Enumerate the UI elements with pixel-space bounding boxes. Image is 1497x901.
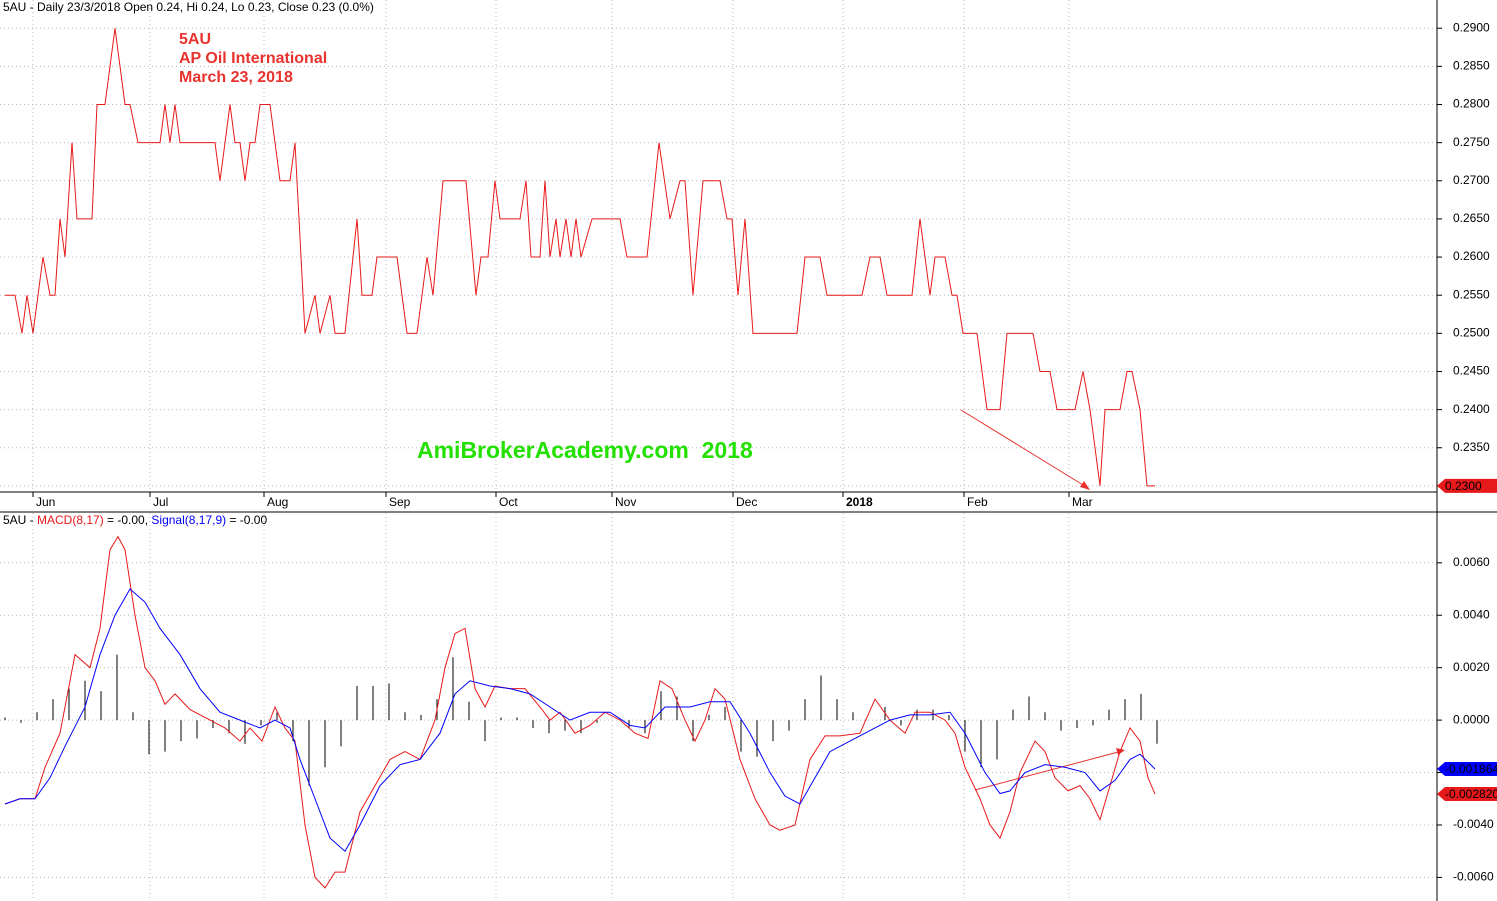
arrow-line (960, 409, 1089, 489)
line (4, 535, 1156, 889)
x-tick-label: Jun (36, 495, 55, 509)
x-tick-label: Nov (615, 495, 636, 509)
y-tick-label: 0.2650 (1453, 211, 1490, 225)
y-tick-label: 0.2800 (1453, 97, 1490, 111)
y-tick-label: 0.0060 (1453, 555, 1490, 569)
legend-entry: MACD(8,17) (37, 513, 104, 527)
x-tick-label: Feb (967, 495, 988, 509)
arrow-line (974, 750, 1123, 791)
x-tick-label: 2018 (846, 495, 873, 509)
x-tick-label: Dec (736, 495, 757, 509)
last-value-tag (1437, 761, 1497, 776)
y-tick-label: -0.0040 (1453, 817, 1494, 831)
x-tick-label: Sep (389, 495, 411, 509)
y-tick-label: 0.2750 (1453, 135, 1490, 149)
line (5, 28, 1155, 487)
y-tick-label: 0.2350 (1453, 440, 1490, 454)
arrow-head (1080, 481, 1090, 490)
x-tick-label: Oct (499, 495, 518, 509)
chart-title: 5AU - Daily 23/3/2018 Open 0.24, Hi 0.24… (3, 0, 374, 14)
y-tick-label: 0.2700 (1453, 173, 1490, 187)
indicator-title: 5AU - (3, 513, 37, 527)
last-value-label: -0.001864 (1445, 762, 1497, 776)
annotation: March 23, 2018 (179, 69, 293, 86)
y-tick-label: 0.2900 (1453, 20, 1490, 34)
indicator-header: 5AU - MACD(8,17) = -0.00, Signal(8,17,9)… (3, 513, 267, 527)
last-value-label: -0.002820 (1445, 787, 1497, 801)
last-value-tag (1437, 787, 1497, 802)
last-value-tag (1437, 478, 1497, 493)
y-tick-label: 0.2550 (1453, 287, 1490, 301)
y-tick-label: 0.0000 (1453, 712, 1490, 726)
x-tick-label: Aug (267, 495, 288, 509)
x-tick-label: Jul (153, 495, 168, 509)
y-tick-label: 0.2600 (1453, 249, 1490, 263)
y-tick-label: 0.2450 (1453, 364, 1490, 378)
legend-entry: Signal(8,17,9) (151, 513, 226, 527)
legend-value: = -0.00, (104, 513, 152, 527)
y-tick-label: 0.0020 (1453, 660, 1490, 674)
y-tick-label: 0.2850 (1453, 59, 1490, 73)
x-tick-label: Mar (1072, 495, 1093, 509)
annotation: AP Oil International (179, 50, 327, 67)
line (4, 588, 1156, 852)
y-tick-label: 0.2400 (1453, 402, 1490, 416)
last-value-label: 0.2300 (1445, 479, 1482, 493)
grid-layer (0, 0, 1437, 901)
legend-value: = -0.00 (226, 513, 267, 527)
annotation: 5AU (179, 31, 211, 48)
y-tick-label: 0.2500 (1453, 326, 1490, 340)
y-tick-label: 0.0040 (1453, 607, 1490, 621)
y-tick-label: -0.0060 (1453, 870, 1494, 884)
watermark: AmiBrokerAcademy.com 2018 (417, 437, 753, 463)
